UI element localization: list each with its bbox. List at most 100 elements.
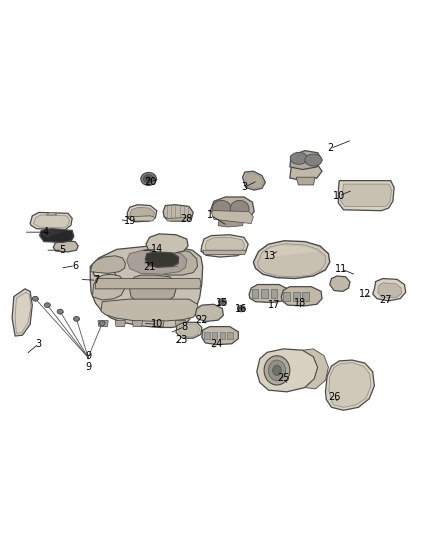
Ellipse shape [237,305,245,312]
Ellipse shape [219,298,226,305]
Polygon shape [90,256,125,273]
Text: 27: 27 [379,295,392,305]
Bar [227,332,233,338]
Polygon shape [154,320,164,327]
Ellipse shape [230,200,249,217]
Ellipse shape [290,152,307,164]
Polygon shape [253,241,330,279]
Polygon shape [127,249,187,274]
Polygon shape [42,230,64,237]
Text: 24: 24 [211,339,223,349]
Text: 11: 11 [335,264,347,274]
Ellipse shape [74,317,80,321]
Polygon shape [101,299,198,321]
Bar [271,289,277,298]
Text: 8: 8 [182,321,188,332]
Text: 1: 1 [207,210,213,220]
Text: 9: 9 [85,351,91,361]
Polygon shape [245,173,264,188]
Polygon shape [164,217,191,221]
Bar [374,198,381,203]
Polygon shape [195,304,223,321]
Polygon shape [130,275,176,303]
Polygon shape [107,270,116,280]
Bar [219,332,225,338]
Text: 18: 18 [294,297,307,308]
Text: 7: 7 [94,275,100,285]
Ellipse shape [264,356,290,385]
Polygon shape [290,163,322,181]
Polygon shape [257,349,318,392]
Ellipse shape [272,365,281,376]
Polygon shape [146,234,188,254]
Polygon shape [12,289,32,336]
Text: 10: 10 [333,191,345,201]
Polygon shape [378,283,401,297]
Bar [283,292,290,301]
Polygon shape [329,362,371,407]
Bar [251,289,258,298]
Text: 16: 16 [235,304,247,314]
Text: 4: 4 [42,227,48,237]
Polygon shape [338,181,394,211]
Text: 10: 10 [151,319,163,329]
Text: 13: 13 [265,251,277,261]
Ellipse shape [44,303,50,308]
Ellipse shape [144,175,154,183]
Polygon shape [127,215,155,221]
Polygon shape [179,324,200,337]
Polygon shape [243,171,265,190]
Text: 15: 15 [216,298,229,308]
Ellipse shape [32,296,38,301]
Ellipse shape [141,173,156,185]
Bar [353,193,360,198]
Polygon shape [98,320,108,327]
Text: 14: 14 [151,244,163,254]
Polygon shape [218,219,244,227]
Polygon shape [30,213,72,230]
Polygon shape [262,246,318,258]
Polygon shape [340,184,392,206]
Ellipse shape [99,321,105,326]
Polygon shape [249,285,289,303]
Polygon shape [203,250,247,254]
Text: 12: 12 [359,289,371,300]
Polygon shape [145,252,179,268]
Ellipse shape [305,154,322,166]
Polygon shape [90,246,203,327]
Polygon shape [95,279,201,289]
Polygon shape [296,177,315,185]
Polygon shape [175,320,186,327]
Text: 2: 2 [328,143,334,154]
Polygon shape [92,274,124,300]
Bar [293,292,300,301]
Bar [212,332,218,338]
Polygon shape [39,229,74,243]
Text: 20: 20 [144,176,156,187]
Polygon shape [210,197,254,221]
Ellipse shape [268,360,286,381]
Text: 19: 19 [124,216,136,227]
Polygon shape [202,327,238,345]
Polygon shape [130,207,155,220]
Bar [302,292,309,301]
Polygon shape [132,320,143,327]
Polygon shape [205,237,245,254]
Bar [204,332,210,338]
Polygon shape [211,211,253,223]
Text: 23: 23 [175,335,187,345]
Polygon shape [258,244,325,277]
Polygon shape [92,263,113,278]
Text: 28: 28 [180,214,193,224]
Text: 9: 9 [85,362,91,372]
Ellipse shape [212,200,231,217]
Ellipse shape [146,177,151,181]
Text: 25: 25 [277,373,290,383]
Text: 21: 21 [143,262,155,271]
Polygon shape [325,360,374,410]
Polygon shape [150,248,198,275]
Bar [261,289,268,298]
Polygon shape [163,205,193,221]
Text: 26: 26 [328,392,340,402]
Ellipse shape [220,300,225,303]
